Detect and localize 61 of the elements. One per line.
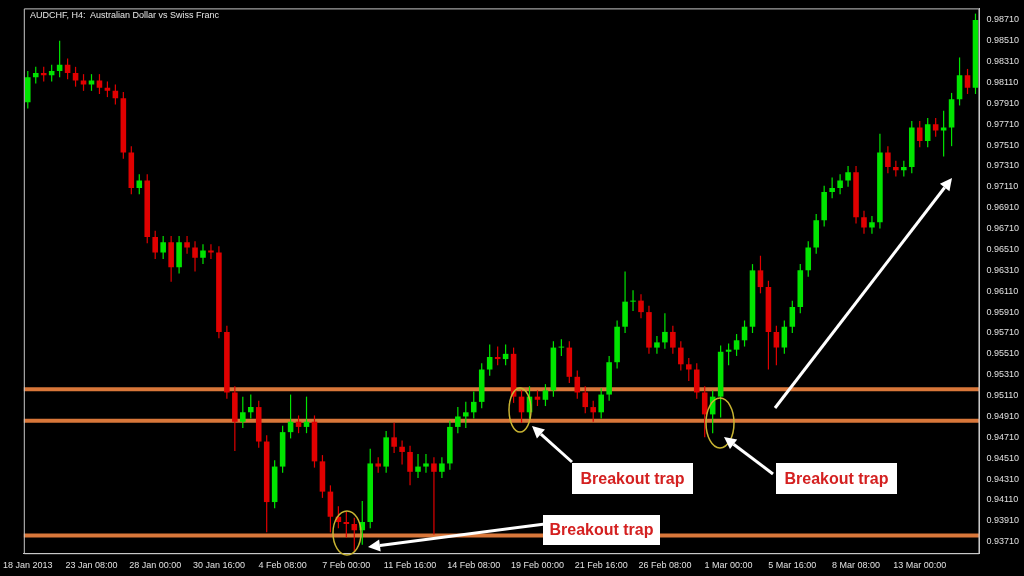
y-tick-label: 0.96110 (986, 285, 1019, 296)
y-tick-label: 0.94310 (986, 473, 1020, 484)
y-tick-label: 0.96710 (986, 223, 1020, 234)
candlestick (654, 336, 660, 354)
y-tick-label: 0.94910 (986, 410, 1020, 421)
candlestick (399, 440, 405, 465)
annotation: Breakout trap (776, 463, 897, 494)
y-tick-label: 0.97510 (986, 139, 1020, 150)
candlestick (423, 454, 429, 473)
y-tick-label: 0.97310 (986, 160, 1020, 171)
y-tick-label: 0.93910 (986, 515, 1020, 526)
y-tick-label: 0.98710 (986, 14, 1020, 25)
candlestick (208, 244, 214, 259)
y-tick-label: 0.97110 (986, 181, 1019, 192)
candlestick (184, 235, 190, 254)
y-tick-label: 0.95310 (986, 369, 1020, 380)
y-tick-label: 0.97910 (986, 97, 1020, 108)
candlestick (192, 241, 198, 272)
candlestick (630, 290, 636, 312)
x-tick-label: 19 Feb 00:00 (510, 560, 564, 571)
candlestick (200, 244, 206, 265)
x-tick-label: 28 Jan 00:00 (129, 560, 182, 571)
x-tick-label: 13 Mar 00:00 (893, 560, 947, 571)
y-tick-label: 0.95110 (986, 390, 1019, 401)
x-tick-label: 23 Jan 08:00 (65, 560, 118, 571)
candlestick (431, 457, 437, 535)
x-tick-label: 21 Feb 16:00 (574, 560, 628, 571)
y-tick-label: 0.98510 (986, 35, 1020, 46)
x-tick-label: 1 Mar 00:00 (704, 560, 753, 571)
annotation: Breakout trap (543, 515, 660, 545)
candlestick (869, 216, 875, 234)
x-tick-label: 7 Feb 00:00 (322, 560, 371, 571)
candlestick (638, 294, 644, 319)
y-tick-label: 0.96510 (986, 243, 1020, 254)
x-tick-label: 18 Jan 2013 (3, 560, 53, 571)
chart-title: AUDCHF, H4: Australian Dollar vs Swiss Franc (30, 10, 220, 20)
x-tick-label: 26 Feb 08:00 (638, 560, 692, 571)
y-tick-label: 0.95910 (986, 306, 1020, 317)
x-tick-label: 8 Mar 08:00 (832, 560, 881, 571)
annotation: Breakout trap (572, 463, 693, 494)
y-tick-label: 0.98310 (986, 56, 1020, 67)
y-tick-label: 0.95710 (986, 327, 1020, 338)
y-tick-label: 0.93710 (986, 536, 1020, 547)
x-tick-label: 11 Feb 16:00 (383, 560, 437, 571)
candlestick (439, 457, 445, 479)
candlestick (415, 454, 421, 479)
y-tick-label: 0.97710 (986, 118, 1020, 129)
x-tick-label: 30 Jan 16:00 (192, 560, 245, 571)
candlestick (845, 166, 851, 187)
y-tick-label: 0.95510 (986, 348, 1020, 359)
candlestick (837, 174, 843, 195)
x-tick-label: 14 Feb 08:00 (447, 560, 501, 571)
y-tick-label: 0.94110 (986, 494, 1019, 505)
y-tick-label: 0.94710 (986, 431, 1020, 442)
y-tick-label: 0.98110 (986, 76, 1019, 87)
y-tick-label: 0.96910 (986, 202, 1020, 213)
y-tick-label: 0.96310 (986, 264, 1020, 275)
x-tick-label: 4 Feb 08:00 (258, 560, 307, 571)
y-tick-label: 0.94510 (986, 452, 1020, 463)
candlestick (622, 271, 628, 333)
x-tick-label: 5 Mar 16:00 (768, 560, 817, 571)
